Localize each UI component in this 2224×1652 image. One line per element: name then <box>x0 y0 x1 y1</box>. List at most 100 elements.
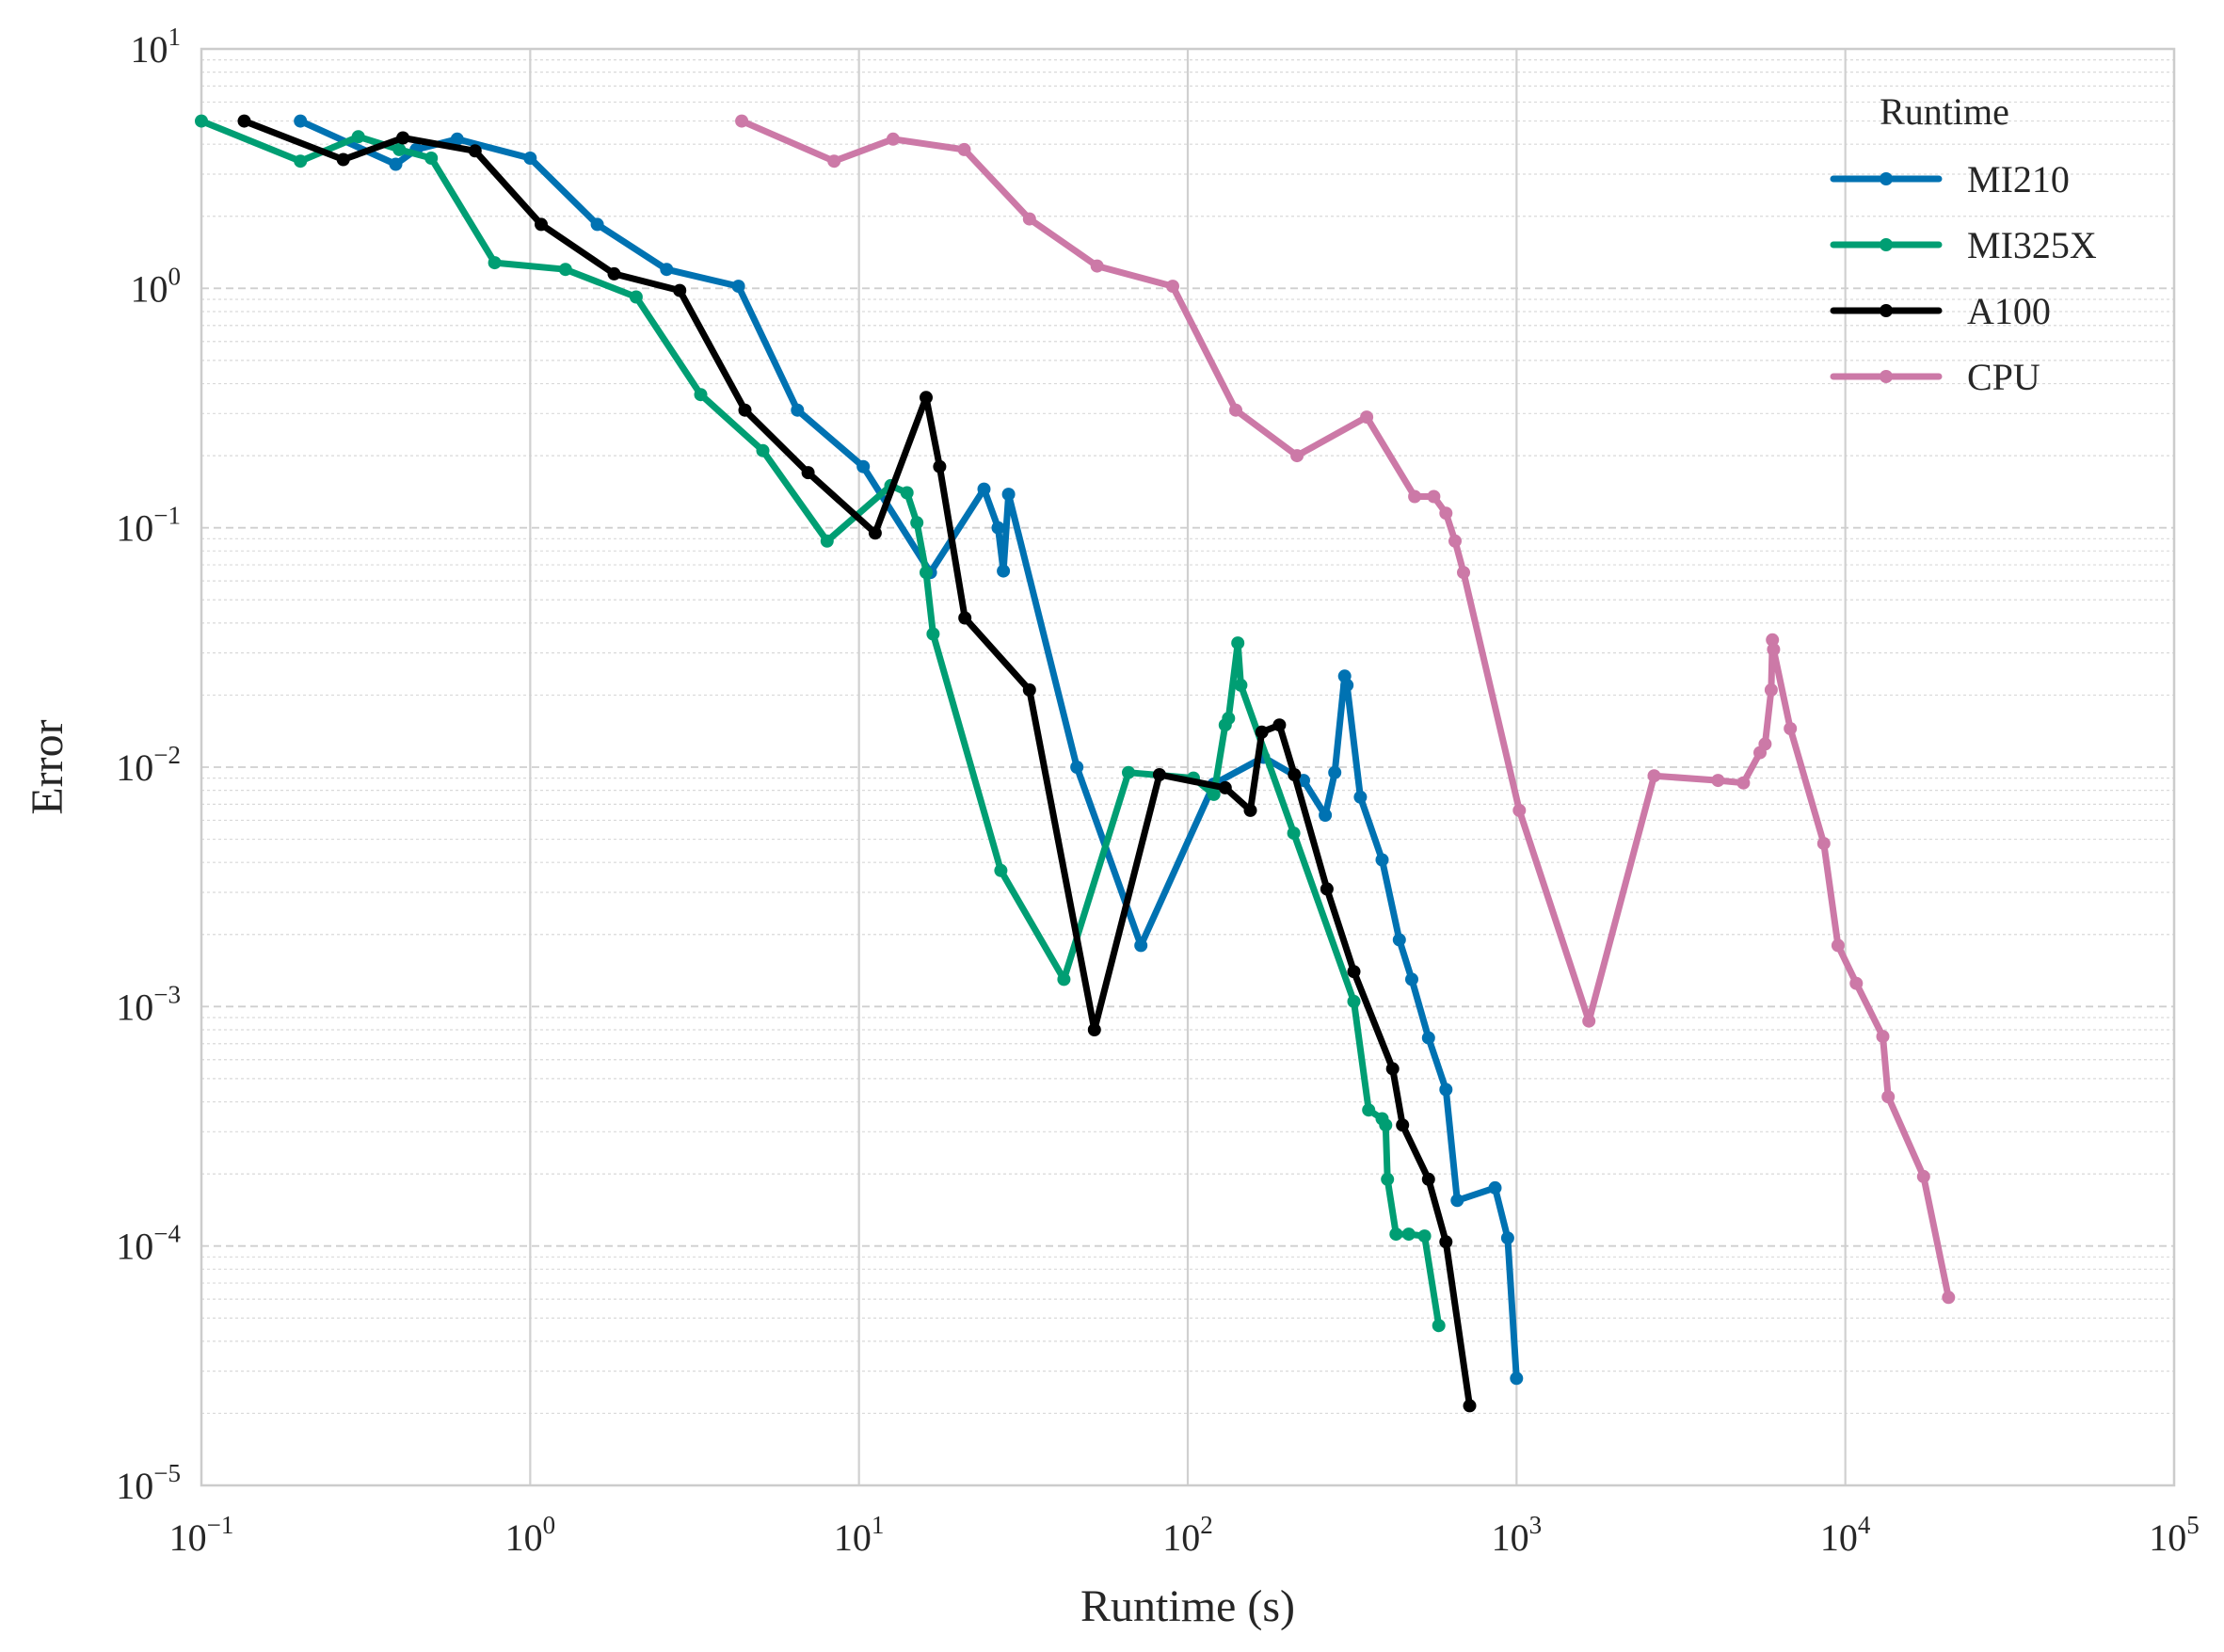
data-point-mi210 <box>1134 938 1148 953</box>
legend-marker-cpu <box>1880 370 1893 383</box>
x-tick-label: 101 <box>834 1511 885 1559</box>
data-point-a100 <box>868 526 882 540</box>
x-tick-label: 103 <box>1492 1511 1543 1559</box>
data-point-a100 <box>468 144 482 158</box>
legend-marker-a100 <box>1880 304 1893 317</box>
data-point-a100 <box>1255 725 1269 739</box>
series-line-mi210 <box>296 118 1520 1382</box>
data-point-mi210 <box>1319 809 1333 822</box>
data-point-mi325x <box>488 256 502 270</box>
y-tick-label: 10−1 <box>116 502 181 550</box>
data-point-mi325x <box>1122 765 1135 779</box>
data-point-a100 <box>1385 1062 1400 1076</box>
data-point-mi325x <box>1389 1227 1403 1242</box>
data-point-cpu <box>1876 1030 1890 1044</box>
data-point-a100 <box>396 131 410 145</box>
x-axis-title: Runtime (s) <box>1080 1581 1295 1631</box>
data-point-mi325x <box>195 114 208 128</box>
data-point-cpu <box>1916 1169 1930 1183</box>
data-point-cpu <box>1439 506 1453 521</box>
data-point-mi210 <box>660 263 674 277</box>
data-point-mi210 <box>1353 790 1368 804</box>
data-point-mi210 <box>1488 1180 1502 1195</box>
data-point-mi210 <box>1421 1031 1435 1045</box>
data-point-mi210 <box>1439 1083 1453 1097</box>
data-point-mi210 <box>590 217 604 232</box>
x-tick-label: 105 <box>2149 1511 2200 1559</box>
legend-item-cpu: CPU <box>1830 356 2040 398</box>
data-point-mi210 <box>1450 1194 1464 1208</box>
y-tick-label: 101 <box>131 23 182 71</box>
data-point-mi210 <box>731 280 745 294</box>
data-point-mi210 <box>450 132 464 146</box>
data-point-mi210 <box>1328 765 1342 779</box>
data-point-mi210 <box>1001 488 1016 502</box>
data-point-cpu <box>1582 1014 1596 1028</box>
data-point-a100 <box>336 152 350 167</box>
data-point-mi210 <box>1375 853 1389 867</box>
data-point-mi210 <box>1340 678 1354 692</box>
data-point-cpu <box>1758 737 1772 751</box>
data-point-a100 <box>1218 780 1232 794</box>
data-point-mi210 <box>1392 933 1406 947</box>
data-point-mi210 <box>791 403 805 417</box>
data-point-cpu <box>1647 769 1661 783</box>
data-point-mi325x <box>1234 678 1248 692</box>
legend-label-cpu: CPU <box>1967 356 2040 398</box>
data-point-mi325x <box>558 263 572 277</box>
data-point-a100 <box>1288 768 1302 781</box>
data-point-mi210 <box>523 152 537 165</box>
data-point-cpu <box>735 114 749 128</box>
series-cpu <box>735 114 1956 1305</box>
legend: Runtime MI210 MI325X A100 CPU <box>1830 90 2097 398</box>
data-point-cpu <box>1512 803 1527 817</box>
data-point-mi325x <box>1417 1229 1432 1243</box>
data-point-cpu <box>886 132 900 146</box>
legend-marker-mi325x <box>1880 238 1893 251</box>
x-tick-label: 10−1 <box>169 1511 234 1559</box>
data-point-cpu <box>1022 212 1036 226</box>
data-point-mi325x <box>926 627 940 641</box>
y-tick-label: 10−5 <box>116 1459 181 1507</box>
legend-label-a100: A100 <box>1967 290 2051 332</box>
data-point-mi325x <box>694 388 708 402</box>
data-point-a100 <box>1272 718 1287 732</box>
data-point-mi210 <box>389 157 403 171</box>
data-point-mi325x <box>1207 787 1221 801</box>
data-point-cpu <box>1784 722 1798 735</box>
data-point-mi325x <box>1222 712 1236 726</box>
data-point-a100 <box>1439 1235 1453 1249</box>
y-tick-label: 10−2 <box>116 741 181 789</box>
data-point-mi210 <box>294 114 308 128</box>
data-point-a100 <box>607 266 621 281</box>
y-tick-label: 100 <box>131 262 182 310</box>
data-point-a100 <box>920 391 933 405</box>
data-point-cpu <box>1166 280 1179 294</box>
data-point-a100 <box>1320 882 1334 896</box>
data-point-cpu <box>1764 683 1778 697</box>
data-point-mi210 <box>1070 761 1084 774</box>
data-point-a100 <box>958 611 972 625</box>
data-point-cpu <box>1767 643 1781 656</box>
data-point-a100 <box>1087 1023 1101 1036</box>
data-point-cpu <box>1448 534 1462 548</box>
data-point-mi325x <box>910 516 924 530</box>
data-point-cpu <box>1229 403 1242 417</box>
data-point-mi325x <box>920 566 933 580</box>
data-point-mi325x <box>1362 1103 1376 1117</box>
x-tick-label: 104 <box>1820 1511 1871 1559</box>
data-point-a100 <box>1152 768 1166 781</box>
data-point-mi325x <box>756 443 770 457</box>
data-point-a100 <box>1243 803 1257 817</box>
data-point-mi325x <box>392 142 407 156</box>
data-point-cpu <box>1408 489 1422 504</box>
series-line-a100 <box>241 118 1473 1409</box>
series-a100 <box>237 114 1477 1413</box>
data-point-cpu <box>1881 1090 1896 1104</box>
data-point-a100 <box>1421 1172 1435 1186</box>
data-point-a100 <box>535 217 548 232</box>
data-point-a100 <box>673 283 687 297</box>
legend-item-mi325x: MI325X <box>1830 224 2097 266</box>
data-point-cpu <box>1711 774 1725 788</box>
